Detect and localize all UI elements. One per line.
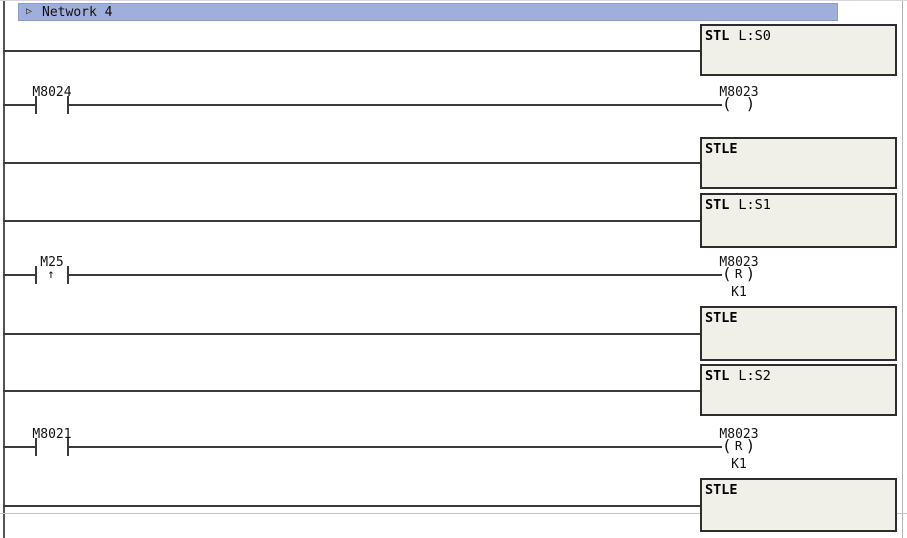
network-separator xyxy=(0,513,907,514)
stl-instruction-box[interactable]: STL L:S0 xyxy=(700,24,897,76)
rung-wire xyxy=(68,446,722,448)
rung-wire xyxy=(3,446,36,448)
coil-label: M8023 xyxy=(719,85,759,100)
stle-instruction-box[interactable]: STLE xyxy=(700,306,897,361)
contact-bar xyxy=(35,266,37,284)
stle-instruction-box[interactable]: STLE xyxy=(700,478,897,532)
instruction-mnemonic: STL xyxy=(705,368,730,384)
coil-M8023-reset[interactable]: M8023 (R) K1 xyxy=(716,427,762,477)
contact-label: M8024 xyxy=(32,85,72,100)
rung-wire xyxy=(3,162,700,164)
contact-M25[interactable]: M25 ↑ xyxy=(28,255,76,287)
instruction-operand: L:S2 xyxy=(738,368,771,384)
network-header[interactable]: ▷ Network 4 xyxy=(18,3,838,21)
k-operand-label: K1 xyxy=(731,285,747,300)
contact-bar xyxy=(67,96,69,114)
coil-symbol: (R) xyxy=(722,436,756,455)
stl-instruction-box[interactable]: STL L:S1 xyxy=(700,193,897,248)
instruction-mnemonic: STLE xyxy=(705,310,738,326)
stl-instruction-box[interactable]: STL L:S2 xyxy=(700,364,897,416)
instruction-mnemonic: STLE xyxy=(705,482,738,498)
coil-M8023[interactable]: M8023 () xyxy=(716,85,762,117)
coil-symbol: () xyxy=(722,94,756,113)
coil-label: M8023 xyxy=(719,255,759,270)
stle-instruction-box[interactable]: STLE xyxy=(700,137,897,189)
rung-wire xyxy=(3,390,700,392)
instruction-mnemonic: STL xyxy=(705,28,730,44)
coil-M8023-reset[interactable]: M8023 (R) K1 xyxy=(716,255,762,305)
coil-label: M8023 xyxy=(719,427,759,442)
contact-label: M8021 xyxy=(32,427,72,442)
rung-wire xyxy=(3,50,700,52)
rising-edge-icon: ↑ xyxy=(47,267,55,281)
network-title: Network 4 xyxy=(42,4,113,20)
contact-bar xyxy=(35,96,37,114)
rung-wire xyxy=(68,104,722,106)
rung-wire xyxy=(3,104,36,106)
coil-operator: R xyxy=(734,438,743,453)
editor-right-border xyxy=(902,1,903,538)
k-operand-label: K1 xyxy=(731,457,747,472)
instruction-operand: L:S1 xyxy=(738,197,771,213)
collapse-triangle-icon[interactable]: ▷ xyxy=(26,6,33,17)
rung-wire xyxy=(68,274,722,276)
instruction-mnemonic: STL xyxy=(705,197,730,213)
contact-label: M25 xyxy=(40,255,64,270)
instruction-mnemonic: STLE xyxy=(705,141,738,157)
rung-wire xyxy=(3,333,700,335)
contact-bar xyxy=(67,438,69,456)
instruction-operand: L:S0 xyxy=(738,28,771,44)
left-power-rail xyxy=(3,1,5,538)
coil-operator: R xyxy=(734,266,743,281)
rung-wire xyxy=(3,505,700,507)
contact-M8024[interactable]: M8024 xyxy=(28,85,76,117)
contact-bar xyxy=(35,438,37,456)
contact-bar xyxy=(67,266,69,284)
coil-symbol: (R) xyxy=(722,264,756,283)
contact-M8021[interactable]: M8021 xyxy=(28,427,76,459)
rung-wire xyxy=(3,274,36,276)
rung-wire xyxy=(3,220,700,222)
